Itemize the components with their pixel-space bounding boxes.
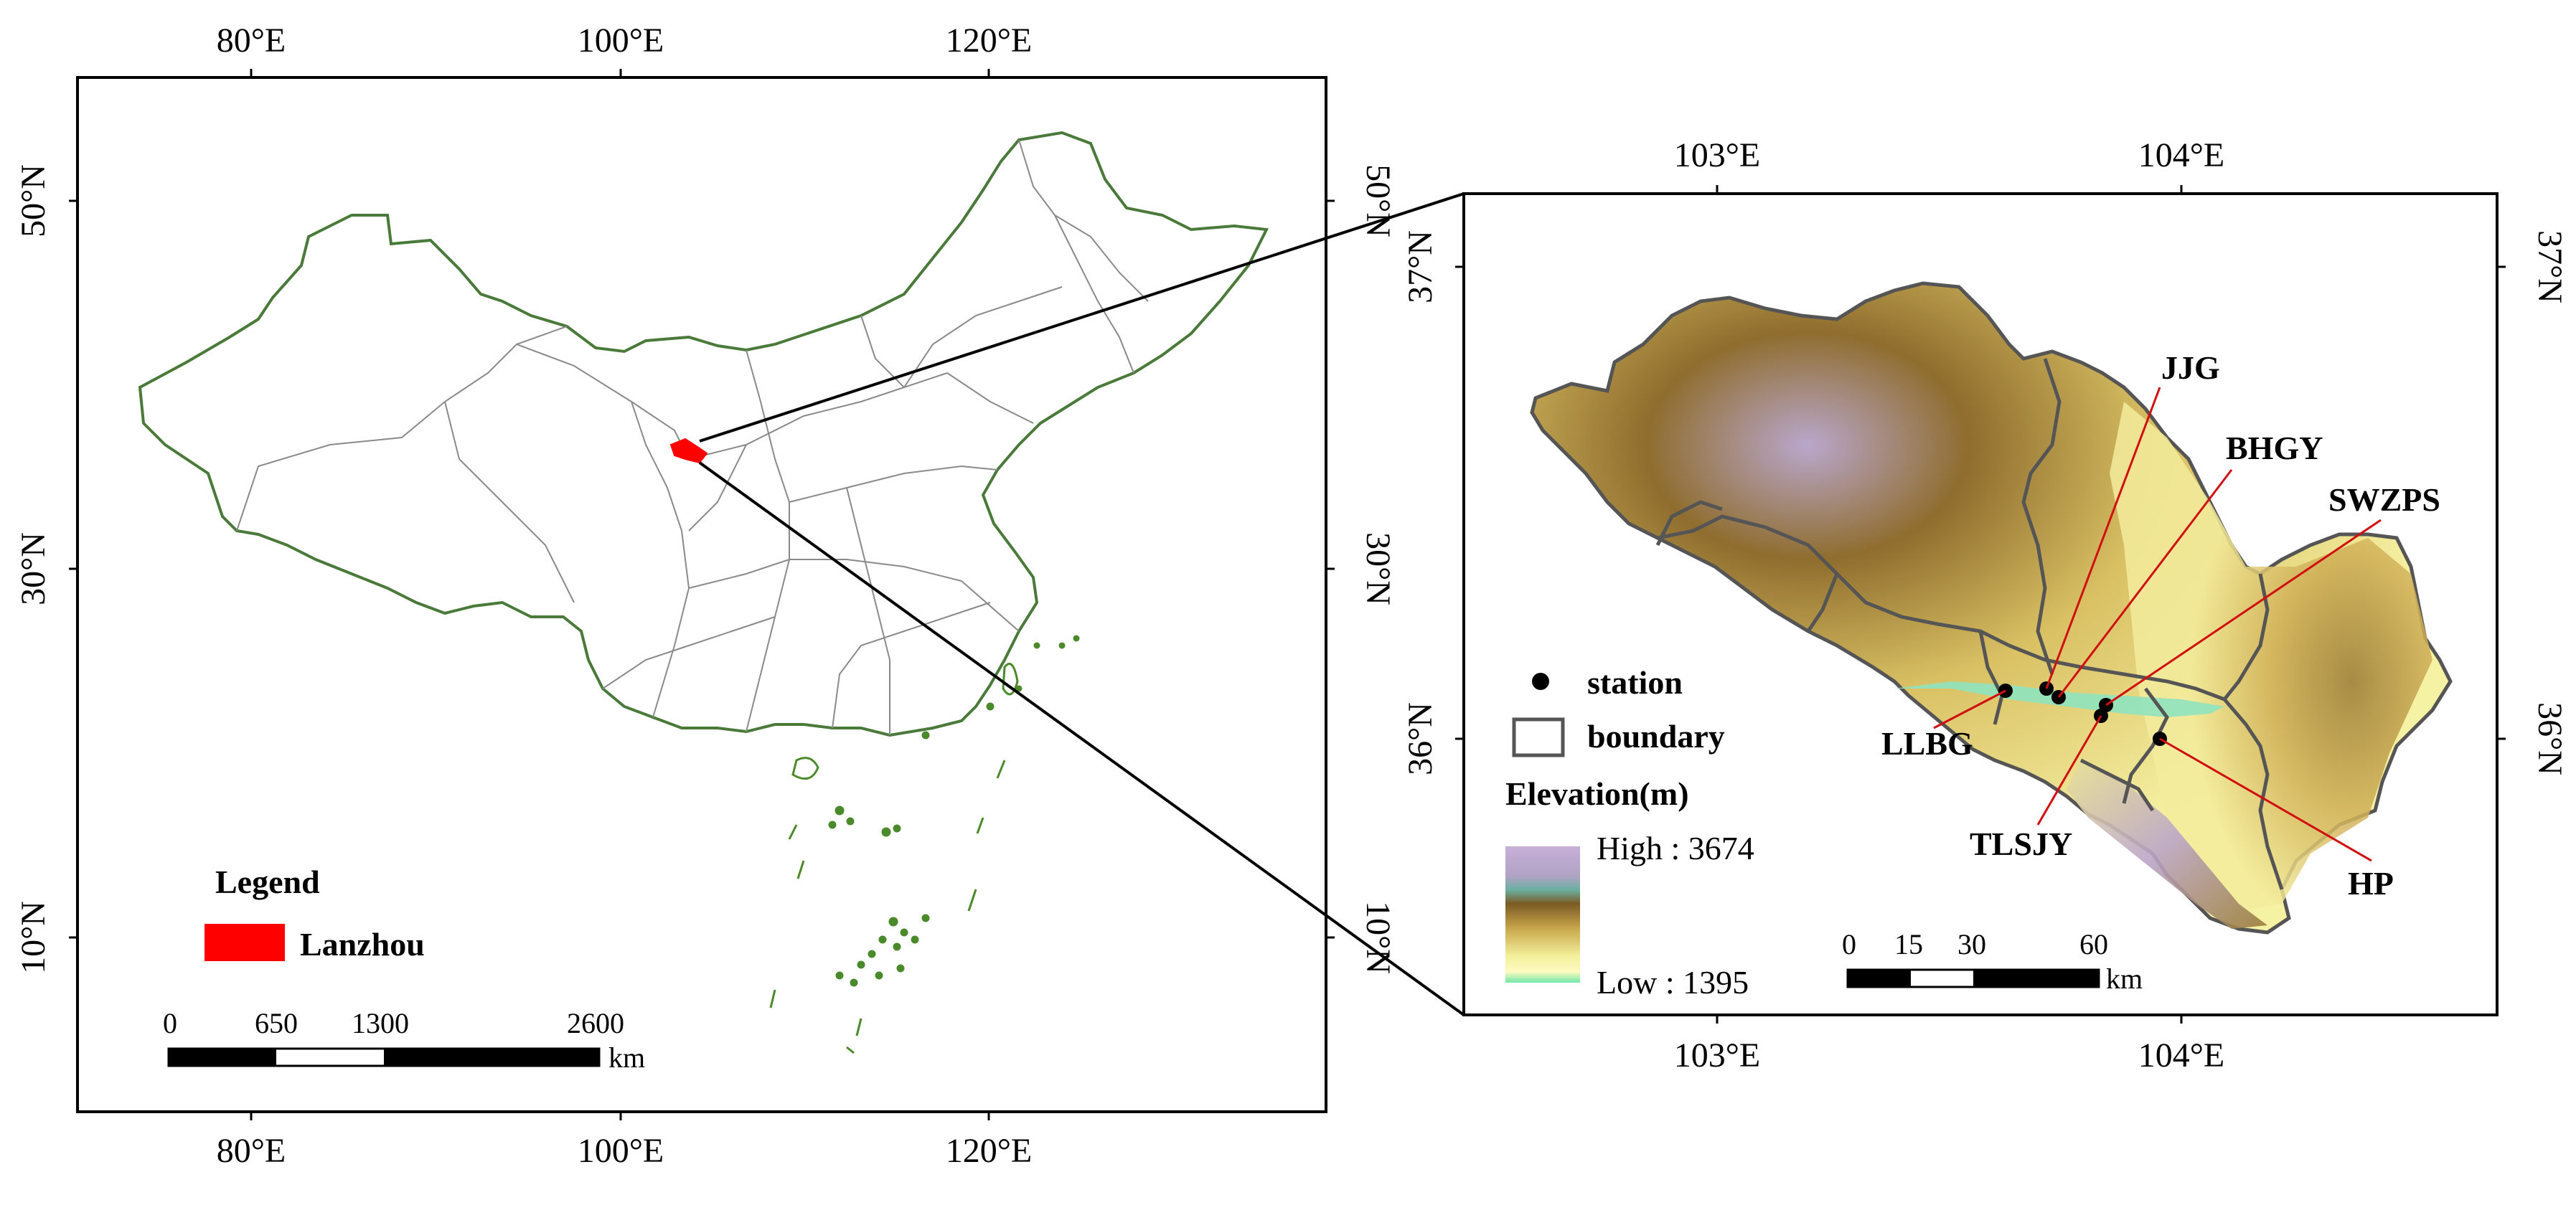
tick-right-37n: 37°N [2531,230,2569,303]
left-legend: Legend Lanzhou [205,864,425,963]
tick-top-120e: 120°E [946,22,1033,60]
right-legend: station boundary Elevation(m) High : 367… [1505,664,1754,1001]
legend-elevation-high: High : 3674 [1597,830,1754,866]
legend-elevation-title: Elevation(m) [1505,775,1689,812]
right-scale-tick-15: 15 [1894,928,1923,960]
left-lon-ticks-top: 80°E 100°E 120°E [217,22,1033,77]
tick-left-36n: 36°N [1401,702,1439,775]
tick-top-104e: 104°E [2138,136,2225,174]
legend-station-symbol [1532,673,1549,690]
label-llbg: LLBG [1881,725,1973,762]
right-lat-ticks-right: 37°N 36°N [2497,230,2569,775]
tick-left-50n: 50°N [14,164,52,237]
right-lon-ticks-bottom: 103°E 104°E [1674,1015,2225,1074]
legend-elevation-low: Low : 1395 [1597,964,1749,1001]
label-jjg: JJG [2161,349,2220,386]
tick-right-36n: 36°N [2531,702,2569,775]
terrain-south-ridge [2067,760,2267,929]
label-swzps: SWZPS [2328,481,2440,518]
station-callouts [1933,387,2382,862]
right-lat-ticks-left: 37°N 36°N [1401,230,1464,775]
district-boundaries [1655,358,2284,890]
left-scale-tick-1300: 1300 [352,1007,409,1039]
left-map: 80°E 100°E 120°E 80°E 100°E 120°E 50°N 3… [14,22,1397,1170]
label-hp: HP [2348,865,2394,902]
tick-top-100e: 100°E [578,22,664,60]
left-lon-ticks-bottom: 80°E 100°E 120°E [217,1112,1033,1170]
right-scale-tick-60: 60 [2079,928,2108,960]
china-outline [138,131,1269,737]
lanzhou-region [669,438,708,464]
right-scale-tick-0: 0 [1842,928,1856,960]
tick-bottom-100e: 100°E [578,1132,664,1170]
tick-bottom-120e: 120°E [946,1132,1033,1170]
tick-left-10n: 10°N [14,901,52,974]
left-scale-tick-650: 650 [255,1007,298,1039]
left-scale-unit: km [608,1041,645,1074]
left-lat-ticks-left: 50°N 30°N 10°N [14,164,77,974]
legend-boundary-label: boundary [1587,718,1725,755]
legend-station-label: station [1587,664,1683,701]
right-scale-unit: km [2106,963,2143,995]
tick-top-103e: 103°E [1674,136,1761,174]
left-scale-tick-2600: 2600 [567,1007,624,1039]
label-bhgy: BHGY [2226,430,2323,466]
right-scale-bar: 0 15 30 60 km [1842,928,2143,995]
right-lon-ticks-top: 103°E 104°E [1674,136,2225,194]
tick-left-30n: 30°N [14,532,52,605]
label-tlsjy: TLSJY [1970,826,2072,862]
right-map: JJG BHGY SWZPS LLBG TLSJY HP 103°E 104°E… [1401,136,2569,1074]
legend-swatch-lanzhou [205,924,285,961]
legend-title: Legend [215,864,320,900]
tick-bottom-104e: 104°E [2138,1036,2225,1074]
left-scale-bar: 0 650 1300 2600 km [163,1007,645,1074]
tick-right-30n: 30°N [1359,532,1397,605]
island-groups [769,635,1080,1054]
left-lat-ticks-right: 50°N 30°N 10°N [1326,164,1397,974]
tick-bottom-103e: 103°E [1674,1036,1761,1074]
inset-connector-lines [698,192,1465,1016]
right-scale-tick-30: 30 [1957,928,1986,960]
left-scale-tick-0: 0 [163,1007,177,1039]
tick-top-80e: 80°E [217,22,286,60]
legend-label-lanzhou: Lanzhou [300,926,425,963]
legend-boundary-symbol [1512,717,1565,757]
terrain-east-shading [2110,402,2432,911]
legend-elevation-ramp [1505,846,1580,983]
tick-left-37n: 37°N [1401,230,1439,303]
station-labels: JJG BHGY SWZPS LLBG TLSJY HP [1881,349,2440,902]
tick-bottom-80e: 80°E [217,1132,286,1170]
